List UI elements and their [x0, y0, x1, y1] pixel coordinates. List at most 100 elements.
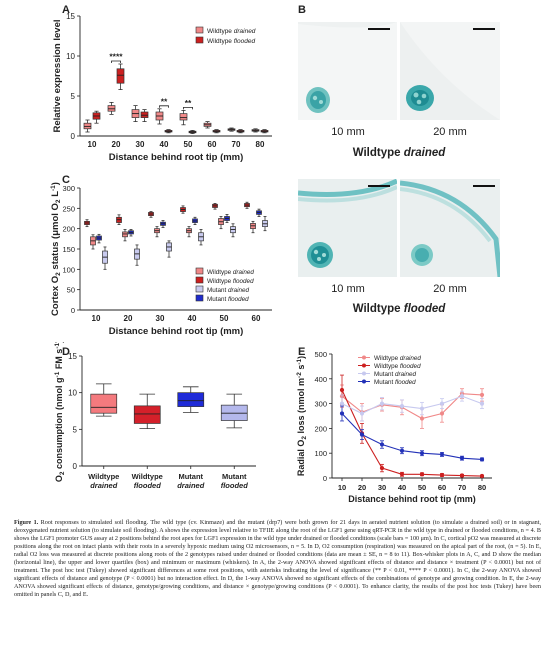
x-tick-label: 30	[156, 314, 165, 323]
data-point-mut-flooded	[399, 448, 405, 453]
figure-caption: Figure 1. Root responses to simulated so…	[14, 519, 541, 599]
series-line-mut-drained	[341, 395, 483, 415]
legend-swatch	[195, 285, 204, 293]
x-axis-label: Distance behind root tip (mm)	[109, 326, 244, 337]
legend-marker	[362, 355, 366, 360]
y-axis-label: Relative expression level	[52, 19, 63, 132]
y-axis-label: O2 consumption (nmol g-1 FM s-1)	[54, 342, 66, 482]
data-point-mut-flooded	[379, 442, 385, 447]
data-point-mut-flooded	[419, 451, 425, 456]
y-tick-label: 200	[62, 225, 75, 234]
legend-label: Mutant drained	[207, 287, 250, 294]
x-tick-label: 30	[136, 140, 145, 149]
data-point-wt-drained	[419, 416, 425, 421]
x-tick-label: flooded	[134, 481, 161, 490]
chart-a: 0 5 10 15 10 20 30 40 50 60 70 80 Distance behind ro…	[52, 12, 272, 163]
y-tick-label: 100	[314, 449, 327, 458]
x-tick-label: 10	[338, 483, 346, 492]
legend-marker	[362, 371, 366, 376]
x-tick-label: drained	[90, 481, 118, 490]
box-wt-drained-box	[179, 113, 188, 121]
chart-c: 0 50 100 150 200 250 300 10 20 30 40 50 60 Distance b…	[50, 182, 272, 337]
y-axis-label: Cortex O2 status (μmol O2 L-1)	[50, 182, 62, 316]
x-tick-label: 80	[478, 483, 486, 492]
legend-label: Wildtype drained	[207, 28, 256, 35]
condition-treatment: drained	[403, 147, 446, 159]
data-point-mut-drained	[439, 401, 445, 406]
series-line-wt-flooded	[341, 389, 483, 477]
y-tick-label: 200	[314, 424, 327, 433]
box-d-0-box	[90, 393, 118, 414]
data-point-wt-drained	[439, 411, 445, 416]
y-tick-label: 100	[62, 265, 75, 274]
gus-image-wt-drained-20mm	[400, 22, 500, 120]
panel-letter-b: B	[298, 4, 306, 16]
gus-image-wt-flooded-10mm	[298, 179, 397, 277]
y-tick-label: 10	[68, 389, 77, 398]
y-tick-label: 0	[71, 132, 76, 141]
x-tick-label: flooded	[221, 481, 248, 490]
y-tick-label: 300	[62, 184, 75, 193]
data-point-wt-flooded	[419, 472, 425, 477]
x-tick-label: Mutant	[178, 472, 203, 481]
gus-image-wt-drained-10mm	[298, 22, 397, 120]
data-point-wt-flooded	[399, 472, 405, 477]
legend-swatch	[195, 267, 204, 275]
x-tick-label: 20	[124, 314, 133, 323]
x-tick-label: 60	[208, 140, 217, 149]
significance-label: **	[185, 98, 192, 108]
data-point-mut-flooded	[459, 456, 465, 461]
y-tick-label: 250	[62, 204, 75, 213]
legend-label: Mutant drained	[374, 371, 417, 378]
gus-image-drawing	[298, 179, 397, 277]
data-point-mut-flooded	[439, 452, 445, 457]
legend-label: Wildtype flooded	[207, 278, 254, 285]
x-tick-label: 50	[220, 314, 229, 323]
gus-image-drawing	[298, 22, 397, 120]
data-point-wt-flooded	[479, 473, 485, 479]
significance-label: **	[161, 96, 168, 106]
x-tick-label: 20	[112, 140, 121, 149]
y-tick-label: 500	[314, 350, 327, 359]
y-tick-label: 15	[68, 352, 77, 361]
x-tick-label: 60	[252, 314, 261, 323]
legend-swatch	[195, 26, 204, 34]
x-tick-label: 40	[188, 314, 197, 323]
x-tick-label: Mutant	[222, 472, 247, 481]
data-point-wt-flooded	[379, 465, 385, 471]
data-point-mut-drained	[479, 401, 485, 406]
panel-letter-e: E	[298, 346, 306, 358]
x-tick-label: 40	[160, 140, 169, 149]
condition-genotype: Wildtype	[352, 303, 401, 315]
x-tick-label: Wildtype	[132, 472, 163, 481]
gus-image-wt-flooded-20mm	[400, 179, 500, 277]
data-point-mut-drained	[459, 394, 465, 399]
gus-image-drawing	[400, 22, 500, 120]
legend-swatch	[195, 36, 204, 44]
y-tick-label: 400	[314, 375, 327, 384]
data-point-mut-drained	[419, 406, 425, 411]
legend-label: Wildtype drained	[374, 355, 421, 362]
legend-marker	[362, 379, 366, 384]
x-axis-label: Distance behind root tip (mm)	[109, 152, 244, 163]
chart-d: 051015WildtypedrainedWildtypefloodedMuta…	[54, 340, 256, 490]
x-tick-label: 80	[256, 140, 265, 149]
legend-label: Mutant flooded	[374, 379, 416, 386]
x-tick-label: 10	[88, 140, 97, 149]
y-tick-label: 15	[66, 12, 75, 21]
x-axis-label: Distance behind root tip (mm)	[348, 494, 476, 504]
panel-a: A 0 5 10 15 10 20 30 40 50 60 70 80 Distance behind …	[0, 0, 290, 170]
y-tick-label: 0	[323, 474, 327, 483]
panel-letter-d: D	[62, 346, 70, 358]
significance-label: ****	[109, 52, 123, 62]
x-tick-label: 60	[438, 483, 446, 492]
condition-label-wt-flooded: Wildtype flooded	[298, 303, 500, 315]
panel-d: D 0 5 10 15 Wildtype drained Wildtype flooded Mu…	[0, 340, 270, 514]
x-tick-label: Wildtype	[88, 472, 119, 481]
panel-letter-c: C	[62, 174, 70, 186]
legend-label: Wildtype drained	[207, 269, 254, 276]
legend-swatch	[195, 294, 204, 302]
y-tick-label: 0	[71, 306, 75, 315]
scale-bar	[368, 185, 390, 187]
box-wt-flooded-box	[116, 68, 125, 84]
